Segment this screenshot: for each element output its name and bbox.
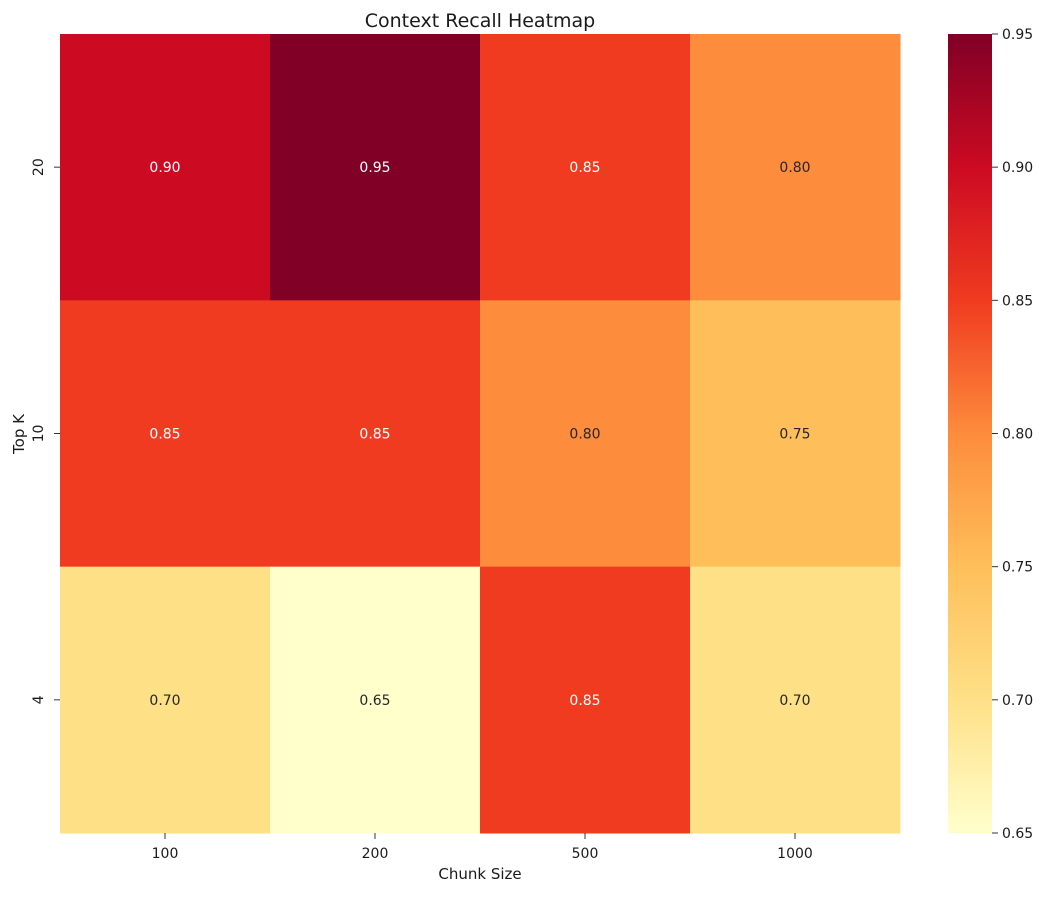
cell-value-label: 0.80 [779, 160, 810, 176]
x-tick-label: 100 [152, 846, 179, 862]
colorbar-tick-label: 0.65 [1002, 826, 1033, 842]
colorbar-tick-label: 0.70 [1002, 693, 1033, 709]
chart-title: Context Recall Heatmap [365, 10, 595, 32]
y-axis: 20 10 4 [31, 158, 60, 704]
cell-value-label: 0.80 [569, 427, 600, 443]
cell-value-label: 0.90 [149, 160, 180, 176]
cell-value-label: 0.85 [569, 160, 600, 176]
heatmap-cell [270, 300, 481, 568]
y-tick-label: 10 [31, 425, 47, 443]
y-axis-label: Top K [10, 413, 28, 455]
x-axis: 100 200 500 1000 [152, 833, 813, 862]
x-tick-label: 200 [362, 846, 389, 862]
colorbar-tick-label: 0.80 [1002, 427, 1033, 443]
colorbar-tick-label: 0.85 [1002, 293, 1033, 309]
cell-value-label: 0.75 [779, 427, 810, 443]
heatmap-cell [60, 34, 271, 301]
heatmap-cell [690, 34, 901, 301]
heatmap-cell [480, 34, 691, 301]
cell-value-label: 0.95 [359, 160, 390, 176]
heatmap-cell [690, 566, 901, 834]
x-tick-label: 500 [572, 846, 599, 862]
heatmap-cell [60, 300, 271, 568]
heatmap-cell [270, 566, 481, 834]
heatmap-cell [480, 300, 691, 568]
cell-value-label: 0.70 [149, 693, 180, 709]
cell-value-label: 0.85 [149, 427, 180, 443]
cell-value-label: 0.65 [359, 693, 390, 709]
cell-value-label: 0.70 [779, 693, 810, 709]
heatmap-cell [480, 566, 691, 834]
colorbar-tick-label: 0.95 [1002, 27, 1033, 43]
cell-value-label: 0.85 [569, 693, 600, 709]
x-tick-label: 1000 [777, 846, 813, 862]
colorbar-tick-label: 0.75 [1002, 560, 1033, 576]
x-axis-label: Chunk Size [438, 865, 521, 883]
heatmap-cell [270, 34, 481, 301]
heatmap-cell [690, 300, 901, 568]
cell-value-label: 0.85 [359, 427, 390, 443]
colorbar-gradient [948, 34, 992, 833]
heatmap-cell [60, 566, 271, 834]
heatmap-cells: 0.90 0.95 0.85 0.80 0.85 0.85 0.80 0.75 0.70 0.65… [60, 34, 901, 834]
y-tick-label: 20 [31, 158, 47, 176]
colorbar-tick-label: 0.90 [1002, 160, 1033, 176]
colorbar: 0.65 0.70 0.75 0.80 0.85 0.90 0.95 [948, 27, 1033, 842]
y-tick-label: 4 [31, 695, 47, 704]
